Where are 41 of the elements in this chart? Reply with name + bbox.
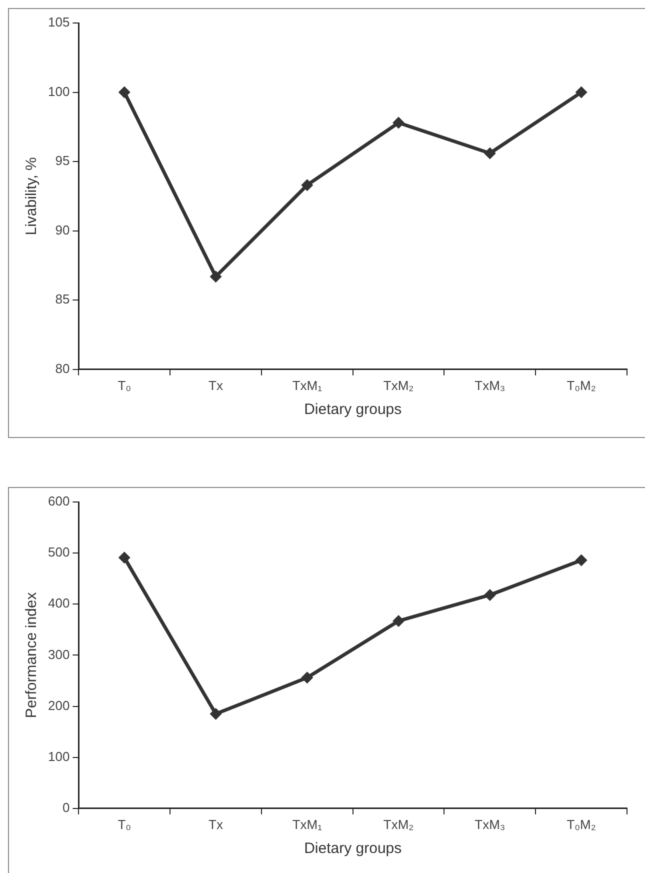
y-axis-title: Livability, % [23,157,40,236]
y-tick-label: 100 [48,748,70,764]
point [575,554,588,566]
point [118,552,130,564]
y-tick-label: 100 [48,84,70,99]
x-tick-label: T₀ [118,816,132,832]
y-tick-label: 90 [55,222,70,238]
x-tick-label: TxM₂ [383,816,414,832]
point [301,179,314,192]
y-tick-label: 105 [48,14,70,30]
point [575,86,588,98]
point [392,614,405,627]
y-tick-label: 600 [48,494,70,509]
y-tick-label: 500 [48,544,70,560]
x-tick-label: T₀ [118,378,132,393]
y-axis-title: Performance index [23,592,40,718]
point [484,588,496,601]
x-tick-label: TxM₁ [292,816,323,832]
y-tick-label: 85 [55,292,70,307]
x-tick-label: Tx [208,378,224,393]
x-tick-label: TxM₁ [292,378,323,393]
point [301,672,314,684]
point [210,270,222,283]
point [210,708,222,720]
x-axis-title: Dietary groups [304,840,402,858]
y-tick-label: 200 [48,698,70,713]
x-axis-title: Dietary groups [304,401,402,418]
y-tick-label: 300 [48,646,70,662]
y-tick-label: 95 [55,153,70,168]
x-tick-label: T₀M₂ [566,816,596,832]
x-tick-label: Tx [208,816,224,832]
x-tick-label: TxM₂ [383,378,414,393]
point [118,86,130,98]
point [392,116,405,129]
y-tick-label: 0 [62,800,70,815]
x-tick-label: TxM₃ [474,816,506,832]
x-tick-label: T₀M₂ [566,378,596,393]
y-tick-label: 80 [55,360,70,376]
y-tick-label: 400 [48,596,70,611]
point [484,147,496,160]
x-tick-label: TxM₃ [474,378,506,393]
